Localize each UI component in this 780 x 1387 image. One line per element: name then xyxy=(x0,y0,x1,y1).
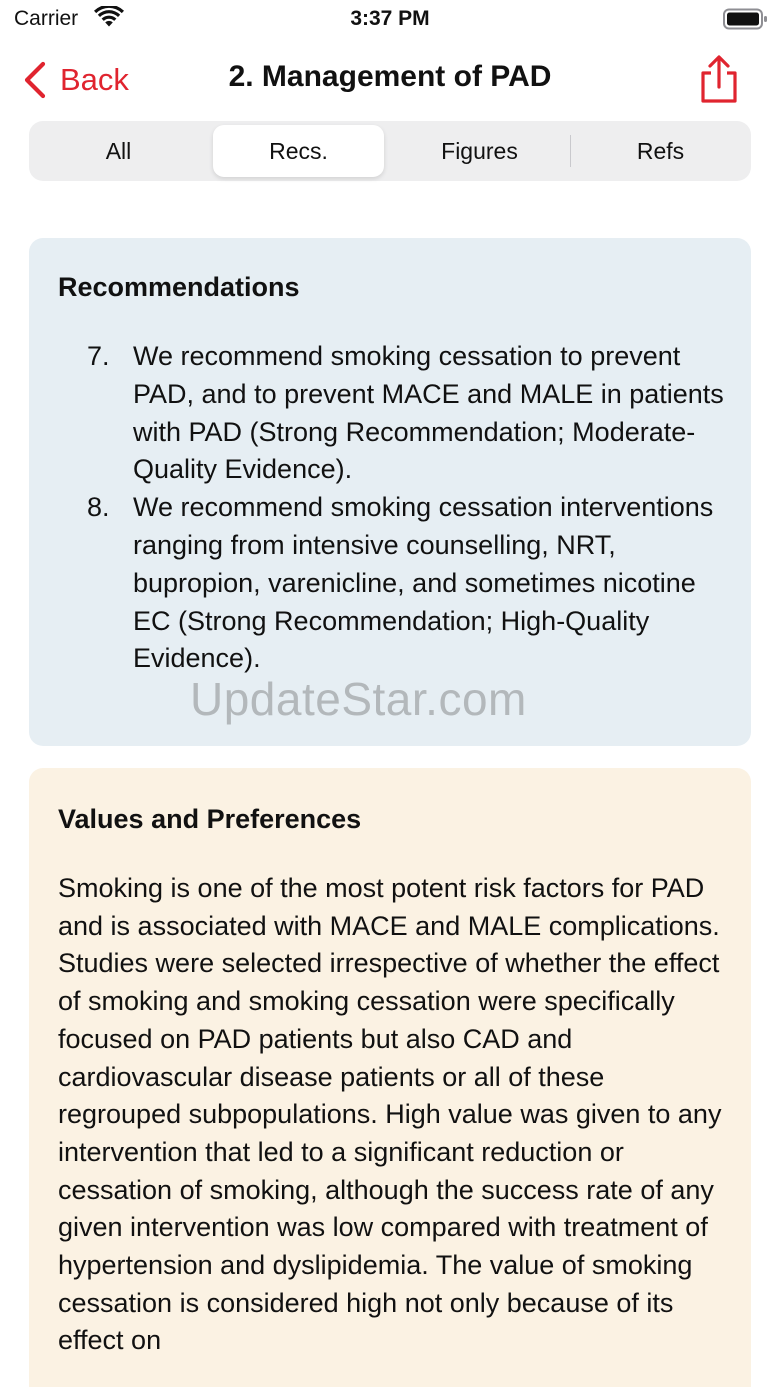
values-preferences-card: Values and Preferences Smoking is one of… xyxy=(29,768,751,1387)
segment-recs[interactable]: Recs. xyxy=(213,125,384,177)
status-time: 3:37 PM xyxy=(350,7,430,30)
values-preferences-body: Smoking is one of the most potent risk f… xyxy=(58,873,722,1356)
recommendation-item: 8. We recommend smoking cessation interv… xyxy=(87,489,727,678)
values-preferences-title: Values and Preferences xyxy=(58,804,362,834)
wifi-icon xyxy=(94,6,124,27)
recommendation-text: We recommend smoking cessation to preven… xyxy=(133,341,724,485)
segment-figures[interactable]: Figures xyxy=(441,137,518,164)
battery-icon xyxy=(723,8,767,30)
recommendations-card: Recommendations 7. We recommend smoking … xyxy=(29,238,751,746)
recommendation-text: We recommend smoking cessation intervent… xyxy=(133,492,714,674)
page-title: 2. Management of PAD xyxy=(228,60,552,93)
recommendation-number: 7. xyxy=(87,341,110,371)
segment-refs[interactable]: Refs xyxy=(636,137,685,164)
navigation-bar: Back 2. Management of PAD xyxy=(0,48,780,112)
segmented-control: All Recs. Figures Refs xyxy=(29,121,751,181)
status-bar: Carrier 3:37 PM xyxy=(0,0,780,40)
recommendations-list: 7. We recommend smoking cessation to pre… xyxy=(87,338,727,678)
recommendation-number: 8. xyxy=(87,492,110,523)
recommendation-item: 7. We recommend smoking cessation to pre… xyxy=(87,338,727,489)
carrier-label: Carrier xyxy=(14,7,79,30)
chevron-left-icon xyxy=(24,61,46,99)
share-icon[interactable] xyxy=(698,54,740,104)
segment-divider xyxy=(570,135,571,167)
segment-all[interactable]: All xyxy=(105,137,132,164)
back-label: Back xyxy=(60,62,129,97)
back-button[interactable]: Back xyxy=(22,58,129,102)
recommendations-title: Recommendations xyxy=(58,272,300,302)
